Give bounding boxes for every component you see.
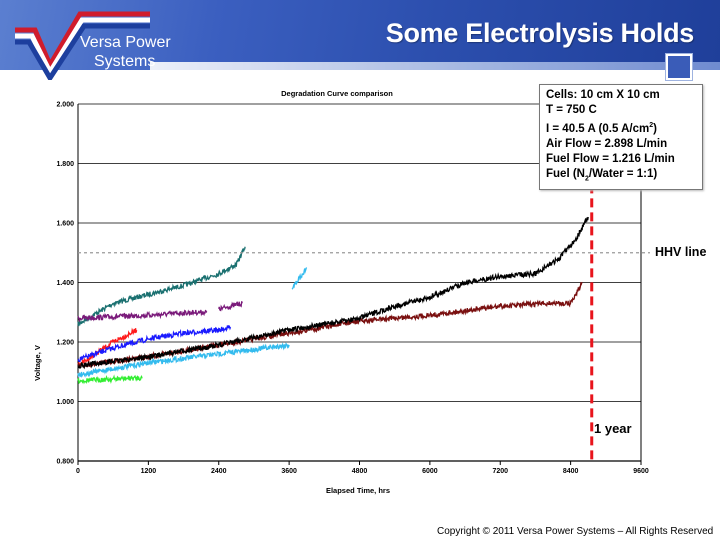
- info-fuel-end: /Water = 1:1): [588, 167, 658, 180]
- series-line: [77, 374, 143, 385]
- info-fuel-text: Fuel (N: [546, 167, 585, 180]
- chart-title: Degradation Curve comparison: [281, 89, 393, 98]
- copyright-notice: Copyright © 2011 Versa Power Systems – A…: [437, 526, 714, 537]
- y-tick-label: 0.800: [56, 459, 74, 466]
- series-line: [77, 216, 589, 370]
- info-current-end: ): [653, 122, 657, 135]
- header-band: [150, 62, 720, 70]
- x-tick-label: 1200: [141, 468, 157, 475]
- x-tick-label: 3600: [281, 468, 297, 475]
- decorative-square: [666, 54, 692, 80]
- hhv-line-label: HHV line: [655, 245, 707, 259]
- series-line: [218, 301, 243, 312]
- x-tick-label: 0: [76, 468, 80, 475]
- x-tick-label: 6000: [422, 468, 438, 475]
- x-tick-label: 4800: [352, 468, 368, 475]
- y-tick-label: 2.000: [56, 102, 74, 109]
- y-tick-label: 1.800: [56, 161, 74, 168]
- logo-text: Systems: [94, 53, 156, 70]
- x-tick-label: 8400: [563, 468, 579, 475]
- info-fuel: Fuel (N2/Water = 1:1): [546, 167, 696, 186]
- versa-power-logo: [15, 11, 150, 80]
- info-fuel-sub: 2: [584, 175, 589, 183]
- one-year-label: 1 year: [594, 421, 632, 436]
- info-current: I = 40.5 A (0.5 A/cm2): [546, 118, 696, 137]
- page-title: Some Electrolysis Holds: [385, 18, 695, 48]
- series-line: [77, 325, 232, 363]
- series-line: [77, 342, 290, 378]
- x-tick-label: 9600: [633, 468, 649, 475]
- x-axis-label: Elapsed Time, hrs: [326, 486, 390, 495]
- info-fuel-flow: Fuel Flow = 1.216 L/min: [546, 152, 675, 165]
- info-current-text: I = 40.5 A (0.5 A/cm: [546, 122, 650, 135]
- y-tick-label: 1.600: [56, 221, 74, 228]
- info-air-flow: Air Flow = 2.898 L/min: [546, 137, 668, 150]
- x-tick-label: 7200: [492, 468, 508, 475]
- info-temperature: T = 750 C: [546, 104, 597, 116]
- y-axis-label: Voltage, V: [33, 345, 42, 381]
- x-tick-label: 2400: [211, 468, 227, 475]
- series-line: [77, 246, 246, 327]
- y-tick-label: 1.400: [56, 280, 74, 287]
- test-conditions-box: Cells: 10 cm X 10 cm T = 750 C I = 40.5 …: [539, 84, 703, 191]
- series-line: [291, 267, 308, 290]
- series-line: [77, 327, 138, 368]
- info-current-sup: 2: [649, 122, 654, 129]
- info-cells: Cells: 10 cm X 10 cm: [546, 89, 660, 101]
- y-tick-label: 1.200: [56, 340, 74, 347]
- series-line: [77, 309, 208, 323]
- y-tick-label: 1.000: [56, 399, 74, 406]
- logo-text: Versa Power: [80, 34, 171, 51]
